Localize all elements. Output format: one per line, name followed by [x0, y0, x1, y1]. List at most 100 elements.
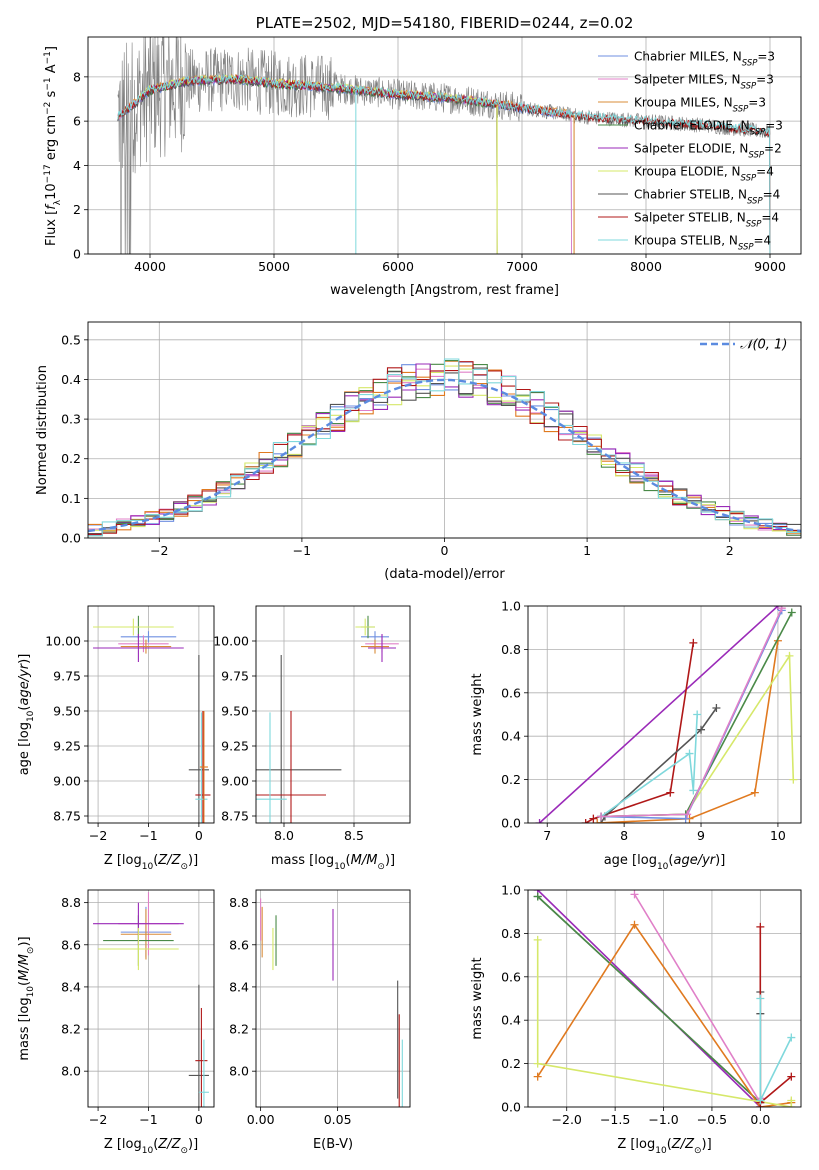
y-tick-label: 9.25: [221, 739, 249, 754]
label-part: (: [153, 853, 158, 868]
y-tick-label: 8.4: [229, 979, 249, 994]
label-part: Salpeter MILES, N: [634, 73, 741, 87]
axes-frame: [87, 321, 802, 539]
data-marker: [533, 892, 542, 901]
age_vs_Z-plot-area: [93, 615, 211, 823]
x-axis-label: E(B-V): [313, 1137, 353, 1152]
legend-label: Chabrier MILES, NSSP=3: [634, 50, 775, 69]
x-tick-label: −2: [89, 1112, 107, 1127]
y-tick-label: 0.4: [501, 1013, 521, 1028]
mass_vs_ebv-axes: 0.00 0.05 8.0 8.2 8.4 8.6 8.8 E(B-V): [229, 889, 411, 1152]
axes-frame: [527, 605, 802, 824]
label-part: M/M: [351, 853, 378, 868]
data-marker: [693, 710, 702, 719]
label-part: mass [log: [17, 997, 32, 1060]
x-axis-label: mass [log10(M/M⊙)]: [271, 853, 395, 872]
y-axis-label: mass [log10(M/M⊙)]: [17, 936, 36, 1060]
label-part: age [log: [604, 853, 657, 868]
label-part: =4: [763, 188, 781, 202]
data-marker: [666, 788, 675, 797]
data-marker: [787, 1072, 796, 1081]
label-part: −1: [43, 51, 53, 64]
weight-line: [759, 998, 793, 1101]
label-part: 10: [44, 183, 59, 200]
y-tick-label: 8.8: [229, 895, 249, 910]
label-part: SSP: [746, 220, 762, 230]
weight-line: [537, 895, 762, 1105]
x-axis-label: Z [log10(Z/Z⊙)]: [617, 1137, 711, 1156]
label-part: Kroupa STELIB, N: [634, 234, 738, 248]
x-tick-label: −1: [139, 1112, 157, 1127]
y-tick-label: 0: [73, 247, 81, 262]
y-tick-label: 0.4: [61, 372, 81, 387]
label-part: Chabrier STELIB, N: [634, 188, 747, 202]
x-tick-label: 0: [195, 828, 203, 843]
label-part: mass [log: [271, 853, 334, 868]
data-marker: [685, 749, 694, 758]
legend-label: Kroupa STELIB, NSSP=4: [634, 234, 771, 253]
label-part: A: [44, 64, 59, 77]
y-tick-label: 9.75: [53, 669, 81, 684]
y-tick-label: 1.0: [501, 599, 521, 614]
label-part: 10: [655, 1146, 667, 1156]
label-part: 10: [26, 986, 36, 998]
label-part: (: [17, 981, 32, 986]
label-part: )]: [17, 654, 32, 664]
weight-line: [585, 642, 695, 823]
data-marker: [789, 775, 798, 784]
y-axis-label: mass weight: [470, 673, 485, 755]
y-tick-label: 9.00: [221, 774, 249, 789]
y-tick-label: 0.0: [61, 531, 81, 546]
y-tick-label: 0.2: [501, 772, 521, 787]
weight-line: [601, 609, 783, 820]
data-marker: [785, 651, 794, 660]
y-tick-label: 9.50: [221, 704, 249, 719]
y-tick-label: 8.2: [229, 1022, 249, 1037]
label-part: Salpeter STELIB, N: [634, 211, 746, 225]
label-part: (: [346, 853, 351, 868]
x-tick-label: 8: [620, 828, 628, 843]
weight-line: [601, 607, 783, 818]
data-marker: [593, 819, 602, 823]
x-tick-label: −1.5: [600, 1112, 630, 1127]
label-part: −17: [43, 164, 53, 183]
x-tick-label: 9000: [754, 259, 786, 274]
x-tick-label: −1: [293, 543, 311, 558]
legend-label: Chabrier ELODIE, NSSP=3: [634, 119, 783, 138]
mw_vs_age-plot-area: [535, 606, 798, 823]
y-tick-label: 9.50: [53, 704, 81, 719]
legend-label: Kroupa ELODIE, NSSP=4: [634, 165, 774, 184]
label-part: )]: [715, 853, 725, 868]
legend-label: Salpeter MILES, NSSP=3: [634, 73, 774, 92]
label-part: Kroupa ELODIE, N: [634, 165, 741, 179]
label-part: Z [log: [104, 1137, 142, 1152]
label-part: Z/Z: [157, 853, 181, 868]
y-tick-label: 0.1: [61, 491, 81, 506]
label-part: 10: [334, 862, 346, 872]
label-part: =2: [764, 142, 782, 156]
weight-line: [536, 939, 793, 1107]
y-tick-label: 10.00: [213, 634, 249, 649]
label-part: SSP: [742, 59, 758, 69]
x-tick-label: −2: [89, 828, 107, 843]
x-tick-label: 7: [543, 828, 551, 843]
label-part: Kroupa MILES, N: [634, 96, 733, 110]
y-tick-label: 0.4: [501, 729, 521, 744]
mass_vs_Z-axes: −2 −1 08.08.28.48.68.8Z [log10(Z/Z⊙)]mass …: [17, 889, 215, 1156]
x-tick-label: 7000: [506, 259, 538, 274]
label-part: Z [log: [617, 1137, 655, 1152]
y-axis-label: Normed distribution: [35, 365, 50, 495]
label-part: age/yr: [673, 853, 716, 868]
data-marker: [756, 1096, 765, 1105]
y-tick-label: 8.75: [221, 809, 249, 824]
y-tick-label: 8.6: [61, 937, 81, 952]
x-tick-label: −2: [150, 543, 168, 558]
label-part: age/yr: [17, 662, 32, 705]
weight-line: [537, 923, 792, 1107]
label-part: SSP: [741, 174, 757, 184]
y-tick-label: 8.4: [61, 979, 81, 994]
y-tick-label: 0.8: [501, 926, 521, 941]
